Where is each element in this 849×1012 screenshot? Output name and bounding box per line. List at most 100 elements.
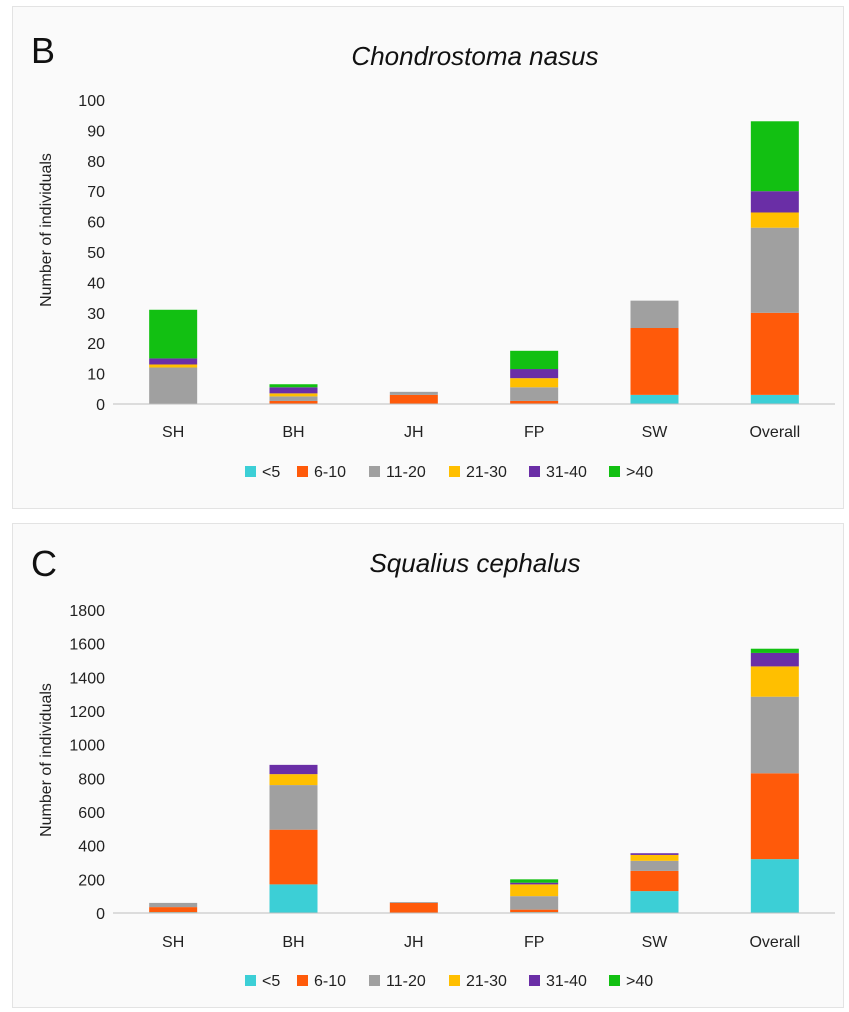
chart-svg-c: C Squalius cephalus Number of individual… bbox=[31, 543, 835, 990]
chart-title: Squalius cephalus bbox=[369, 548, 580, 578]
chart-panel-b: B Chondrostoma nasus Number of individua… bbox=[12, 6, 844, 509]
bar-segment bbox=[269, 384, 318, 388]
legend-swatch bbox=[449, 975, 460, 986]
x-tick-label: SW bbox=[642, 424, 669, 441]
bar-segment bbox=[750, 212, 799, 228]
y-tick-label: 1200 bbox=[69, 704, 105, 721]
y-tick-label: 0 bbox=[96, 397, 105, 414]
x-tick-label: JH bbox=[404, 424, 424, 441]
x-tick-label: SH bbox=[162, 424, 184, 441]
y-tick-label: 80 bbox=[87, 154, 105, 171]
bar-segment bbox=[269, 396, 318, 401]
y-tick-label: 800 bbox=[78, 771, 105, 788]
legend-swatch bbox=[449, 466, 460, 477]
legend-swatch bbox=[609, 466, 620, 477]
bar-segment bbox=[149, 364, 198, 368]
y-axis-label: Number of individuals bbox=[38, 683, 55, 837]
panel-letter: B bbox=[31, 30, 55, 71]
bar-segment bbox=[510, 882, 559, 885]
chart-title: Chondrostoma nasus bbox=[351, 41, 598, 71]
bar-segment bbox=[510, 387, 559, 401]
bar-segment bbox=[630, 854, 679, 861]
bar-segment bbox=[269, 387, 318, 394]
bar-segment bbox=[630, 328, 679, 395]
bar-segment bbox=[750, 859, 799, 913]
y-tick-label: 1400 bbox=[69, 670, 105, 687]
y-tick-label: 200 bbox=[78, 872, 105, 889]
y-tick-label: 30 bbox=[87, 306, 105, 323]
bar-segment bbox=[630, 870, 679, 892]
y-tick-label: 0 bbox=[96, 906, 105, 923]
bar-segment bbox=[269, 393, 318, 397]
bar-segment bbox=[149, 902, 198, 908]
bar-segment bbox=[269, 764, 318, 775]
legend-swatch bbox=[529, 466, 540, 477]
bar-segment bbox=[269, 884, 318, 913]
x-tick-label: FP bbox=[524, 424, 544, 441]
bar-segment bbox=[750, 312, 799, 395]
bar-segment bbox=[510, 400, 559, 404]
bar-segment bbox=[750, 227, 799, 313]
bar-segment bbox=[389, 902, 438, 913]
x-tick-label: BH bbox=[282, 424, 304, 441]
y-tick-label: 70 bbox=[87, 184, 105, 201]
bar-segment bbox=[750, 773, 799, 860]
legend-label: <5 bbox=[262, 973, 280, 990]
bar-segment bbox=[510, 378, 559, 388]
x-tick-label: Overall bbox=[749, 424, 800, 441]
bar-segment bbox=[630, 860, 679, 871]
y-tick-label: 600 bbox=[78, 805, 105, 822]
bar-segment bbox=[149, 358, 198, 365]
legend-swatch bbox=[369, 466, 380, 477]
y-axis-label: Number of individuals bbox=[38, 153, 55, 307]
bar-segment bbox=[389, 902, 438, 903]
x-tick-label: JH bbox=[404, 934, 424, 951]
x-tick-label: BH bbox=[282, 934, 304, 951]
y-tick-label: 60 bbox=[87, 215, 105, 232]
y-tick-label: 1000 bbox=[69, 738, 105, 755]
bar-segment bbox=[630, 300, 679, 328]
legend-label: 21-30 bbox=[466, 973, 507, 990]
legend-swatch bbox=[609, 975, 620, 986]
bar-segment bbox=[630, 891, 679, 913]
bar-segment bbox=[750, 666, 799, 697]
legend-label: 11-20 bbox=[386, 464, 426, 481]
bar-segment bbox=[750, 648, 799, 653]
x-tick-label: SH bbox=[162, 934, 184, 951]
legend-label: 21-30 bbox=[466, 464, 507, 481]
legend-label: 6-10 bbox=[314, 973, 346, 990]
x-tick-label: Overall bbox=[749, 934, 800, 951]
legend-label: >40 bbox=[626, 973, 653, 990]
y-tick-label: 10 bbox=[87, 367, 105, 384]
bar-segment bbox=[269, 785, 318, 830]
legend-swatch bbox=[369, 975, 380, 986]
chart-panel-c: C Squalius cephalus Number of individual… bbox=[12, 523, 844, 1008]
x-tick-label: SW bbox=[642, 934, 669, 951]
legend-label: 31-40 bbox=[546, 464, 587, 481]
panel-letter: C bbox=[31, 543, 57, 584]
bar-segment bbox=[269, 774, 318, 786]
bar-segment bbox=[510, 879, 559, 883]
legend-label: 31-40 bbox=[546, 973, 587, 990]
legend-label: 6-10 bbox=[314, 464, 346, 481]
bar-segment bbox=[630, 853, 679, 855]
bar-segment bbox=[149, 907, 198, 913]
bar-segment bbox=[750, 696, 799, 774]
chart-svg-b: B Chondrostoma nasus Number of individua… bbox=[31, 30, 835, 481]
bar-segment bbox=[389, 391, 438, 395]
bar-segment bbox=[750, 652, 799, 667]
y-tick-label: 90 bbox=[87, 123, 105, 140]
bar-segment bbox=[269, 400, 318, 404]
y-tick-label: 40 bbox=[87, 275, 105, 292]
bar-segment bbox=[750, 121, 799, 192]
legend-label: <5 bbox=[262, 464, 280, 481]
bar-segment bbox=[149, 367, 198, 404]
x-tick-label: FP bbox=[524, 934, 544, 951]
bar-segment bbox=[510, 909, 559, 913]
bar-segment bbox=[269, 829, 318, 885]
legend-label: >40 bbox=[626, 464, 653, 481]
legend-swatch bbox=[245, 975, 256, 986]
bar-segment bbox=[510, 350, 559, 370]
bar-segment bbox=[149, 309, 198, 359]
y-tick-label: 1600 bbox=[69, 637, 105, 654]
